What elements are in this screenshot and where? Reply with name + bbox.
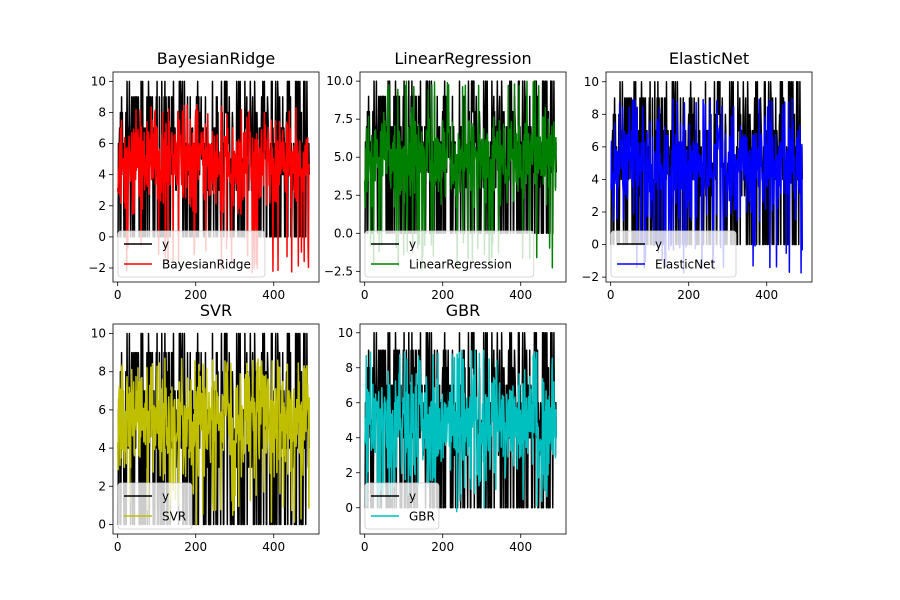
y-tick-label: 5.0 bbox=[334, 150, 353, 164]
x-tick-label: 0 bbox=[607, 288, 615, 302]
legend-label-linearregression: LinearRegression bbox=[409, 258, 512, 272]
x-tick-label: 0 bbox=[361, 540, 369, 554]
x-tick-label: 400 bbox=[262, 288, 285, 302]
y-tick-label: 0.0 bbox=[334, 226, 353, 240]
y-tick-label: 6 bbox=[345, 396, 353, 410]
x-tick-label: 200 bbox=[184, 288, 207, 302]
x-tick-label: 0 bbox=[114, 288, 122, 302]
subplot-gbr: GBR 0 200 400 0 2 4 6 8 10 y GBR bbox=[338, 301, 567, 554]
y-tick-label: 0 bbox=[98, 517, 106, 531]
axes-frame-svr bbox=[112, 323, 320, 535]
subplot-elasticnet: ElasticNet 0 200 400 −2 0 2 4 6 8 10 y ElasticNet bbox=[581, 49, 813, 302]
series-line-bayesianridge-bayesianridge bbox=[116, 103, 310, 274]
y-tick-label: −2 bbox=[88, 261, 106, 275]
y-tick-label: 10 bbox=[338, 326, 353, 340]
x-tick-label: 400 bbox=[755, 288, 778, 302]
legend-box bbox=[610, 230, 737, 278]
axes-frame-gbr bbox=[359, 323, 567, 535]
legend-elasticnet: y ElasticNet bbox=[610, 230, 737, 278]
y-tick-label: 4 bbox=[98, 168, 106, 182]
legend-label-gbr: GBR bbox=[409, 510, 435, 524]
x-tick-label: 200 bbox=[184, 540, 207, 554]
y-tick-label: 10.0 bbox=[326, 74, 353, 88]
y-tick-label: 6 bbox=[98, 403, 106, 417]
legend-svr: y SVR bbox=[117, 482, 193, 530]
axes-frame-bayesianridge bbox=[112, 71, 320, 283]
series-line-gbr-gbr bbox=[363, 349, 557, 513]
legend-gbr: y GBR bbox=[364, 482, 440, 530]
x-tick-label: 400 bbox=[262, 540, 285, 554]
series-line-elasticnet-elasticnet bbox=[610, 97, 803, 274]
y-tick-label: 2.5 bbox=[334, 188, 353, 202]
x-tick-label: 0 bbox=[114, 540, 122, 554]
legend-linearregression: y LinearRegression bbox=[364, 230, 535, 278]
legend-label-bayesianridge: BayesianRidge bbox=[162, 258, 251, 272]
y-tick-label: 4 bbox=[591, 172, 599, 186]
legend-label-elasticnet: ElasticNet bbox=[655, 258, 716, 272]
axes-frame-linearregression bbox=[359, 71, 567, 283]
y-tick-label: 6 bbox=[591, 140, 599, 154]
subplot-title-gbr: GBR bbox=[446, 301, 481, 320]
legend-label-y: y bbox=[409, 238, 416, 252]
y-tick-label: 8 bbox=[345, 361, 353, 375]
subplot-bayesianridge: BayesianRidge 0 200 400 −2 0 2 4 6 8 10 y BayesianRi… bbox=[88, 49, 320, 302]
y-tick-label: 6 bbox=[98, 137, 106, 151]
y-tick-label: 0 bbox=[98, 230, 106, 244]
x-tick-label: 0 bbox=[361, 288, 369, 302]
legend-box bbox=[117, 482, 193, 530]
y-tick-label: 2 bbox=[98, 479, 106, 493]
y-tick-label: 4 bbox=[98, 441, 106, 455]
subplot-title-svr: SVR bbox=[200, 301, 232, 320]
legend-box bbox=[364, 482, 440, 530]
y-tick-label: 2 bbox=[591, 205, 599, 219]
subplot-linearregression: LinearRegression 0 200 400 −2.5 0.0 2.5 5.0 7.5 1… bbox=[324, 49, 567, 302]
x-tick-label: 200 bbox=[431, 288, 454, 302]
y-tick-label: 8 bbox=[98, 365, 106, 379]
y-tick-label: −2 bbox=[581, 270, 599, 284]
legend-label-y: y bbox=[409, 490, 416, 504]
legend-label-y: y bbox=[655, 238, 662, 252]
y-tick-label: 0 bbox=[345, 501, 353, 515]
legend-label-y: y bbox=[162, 238, 169, 252]
legend-label-y: y bbox=[162, 490, 169, 504]
subplot-title-linearregression: LinearRegression bbox=[394, 49, 531, 68]
x-tick-label: 400 bbox=[509, 540, 532, 554]
y-tick-label: 2 bbox=[345, 466, 353, 480]
x-tick-label: 200 bbox=[431, 540, 454, 554]
y-tick-label: −2.5 bbox=[324, 264, 353, 278]
y-tick-label: 4 bbox=[345, 431, 353, 445]
series-line-svr-svr bbox=[116, 357, 310, 526]
legend-box bbox=[117, 230, 266, 278]
y-tick-label: 10 bbox=[91, 74, 106, 88]
x-tick-label: 400 bbox=[509, 288, 532, 302]
axes-frame-elasticnet bbox=[605, 71, 813, 283]
series-line-linearregression-linearregression bbox=[363, 80, 557, 271]
y-tick-label: 2 bbox=[98, 199, 106, 213]
legend-label-svr: SVR bbox=[162, 510, 186, 524]
subplot-svr: SVR 0 200 400 0 2 4 6 8 10 y SVR bbox=[91, 301, 320, 554]
y-tick-label: 0 bbox=[591, 238, 599, 252]
y-tick-label: 7.5 bbox=[334, 112, 353, 126]
y-tick-label: 8 bbox=[98, 105, 106, 119]
legend-box bbox=[364, 230, 535, 278]
y-tick-label: 8 bbox=[591, 107, 599, 121]
y-tick-label: 10 bbox=[91, 327, 106, 341]
subplot-title-bayesianridge: BayesianRidge bbox=[157, 49, 276, 68]
legend-bayesianridge: y BayesianRidge bbox=[117, 230, 266, 278]
x-tick-label: 200 bbox=[677, 288, 700, 302]
y-tick-label: 10 bbox=[584, 75, 599, 89]
subplot-title-elasticnet: ElasticNet bbox=[669, 49, 749, 68]
